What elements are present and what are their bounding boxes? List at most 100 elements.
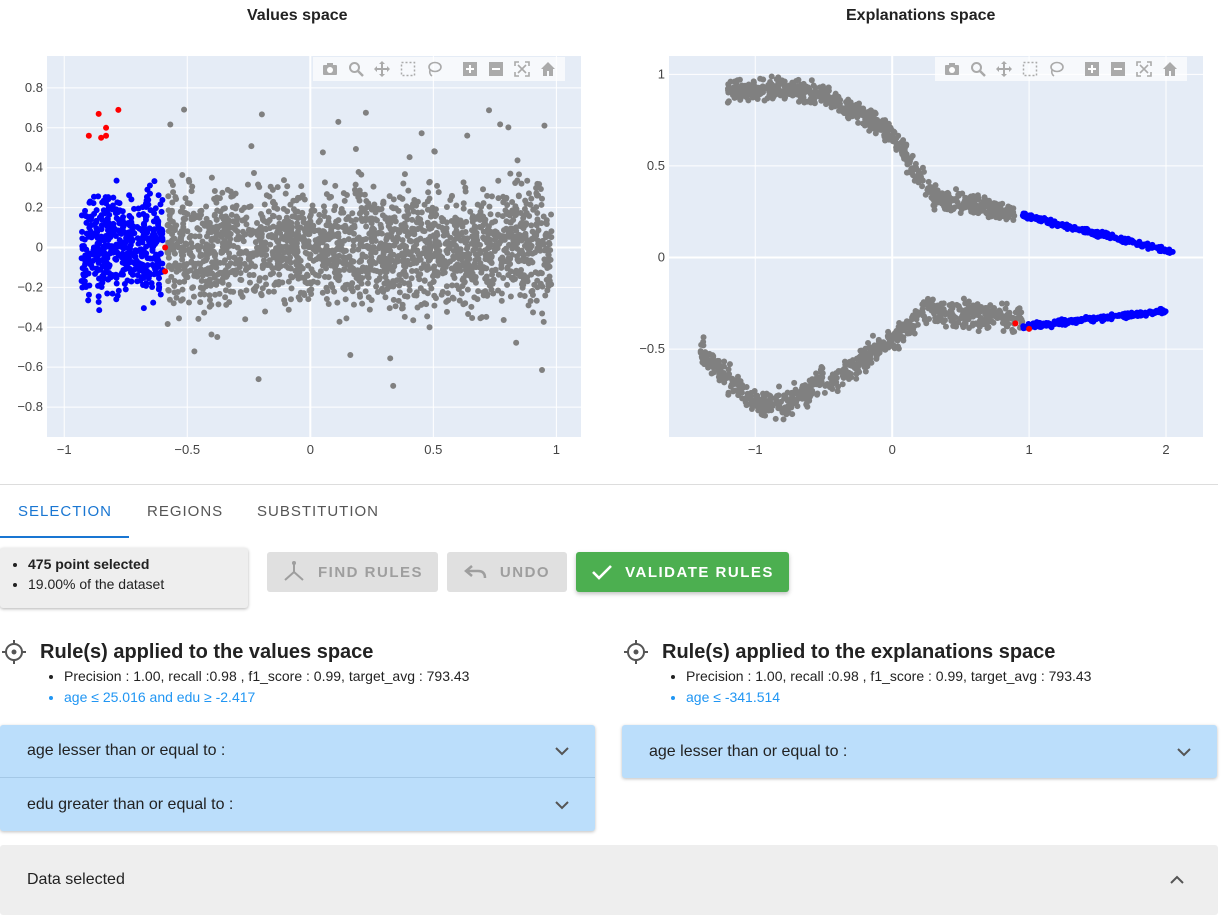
- scatter-point: [455, 286, 462, 293]
- zoom-icon[interactable]: [967, 58, 989, 80]
- values-rule-text[interactable]: age ≤ 25.016 and edu ≥ -2.417: [64, 689, 469, 705]
- lasso-select-icon[interactable]: [423, 58, 445, 80]
- home-icon[interactable]: [537, 58, 559, 80]
- scatter-point: [189, 285, 196, 292]
- scatter-point: [222, 225, 229, 232]
- scatter-point: [258, 292, 265, 299]
- explanations-scatter-plot[interactable]: −1 0 1 2 1 0.5 0 −0.5: [618, 40, 1218, 470]
- scatter-point: [199, 272, 206, 279]
- scatter-point: [481, 218, 488, 225]
- values-scatter-plot[interactable]: −1 −0.5 0 0.5 1 0.8 0.6 0.4 0.2 0 −0.2 −0.4 −0.6 −0.…: [0, 40, 600, 470]
- find-rules-button[interactable]: FIND RULES: [267, 552, 438, 592]
- accordion-edu-gte[interactable]: edu greater than or equal to :: [0, 778, 595, 831]
- camera-icon[interactable]: [319, 58, 341, 80]
- y-tick-label: 0.2: [25, 200, 43, 215]
- box-select-icon[interactable]: [397, 58, 419, 80]
- zoom-in-icon[interactable]: [459, 58, 481, 80]
- scatter-point: [164, 222, 171, 229]
- pan-icon[interactable]: [371, 58, 393, 80]
- accordion-age-lte[interactable]: age lesser than or equal to :: [622, 725, 1217, 778]
- scatter-point: [323, 284, 330, 291]
- scatter-point: [497, 121, 504, 128]
- scatter-point: [285, 264, 292, 271]
- scatter-point: [463, 218, 470, 225]
- scatter-point: [706, 359, 713, 366]
- camera-icon[interactable]: [941, 58, 963, 80]
- scatter-point: [219, 189, 226, 196]
- scatter-point: [431, 220, 438, 227]
- scatter-point: [359, 300, 366, 307]
- scatter-point: [998, 300, 1005, 307]
- scatter-point: [415, 273, 422, 280]
- scatter-point: [114, 292, 121, 299]
- validate-rules-button[interactable]: VALIDATE RULES: [576, 552, 789, 592]
- autoscale-icon[interactable]: [511, 58, 533, 80]
- scatter-point: [821, 389, 828, 396]
- zoom-icon[interactable]: [345, 58, 367, 80]
- scatter-point: [101, 275, 108, 282]
- tab-substitution[interactable]: SUBSTITUTION: [257, 503, 380, 520]
- values-rules-title: Rule(s) applied to the values space: [40, 640, 374, 663]
- scatter-point: [513, 224, 520, 231]
- accordion-age-lte[interactable]: age lesser than or equal to :: [0, 725, 595, 778]
- scatter-point: [112, 226, 119, 233]
- zoom-in-icon[interactable]: [1081, 58, 1103, 80]
- scatter-point: [435, 255, 442, 262]
- scatter-point: [1128, 310, 1135, 317]
- scatter-point: [340, 190, 347, 197]
- scatter-point: [871, 119, 878, 126]
- autoscale-icon[interactable]: [1133, 58, 1155, 80]
- pan-icon[interactable]: [993, 58, 1015, 80]
- scatter-point: [505, 271, 512, 278]
- scatter-point: [972, 307, 979, 314]
- scatter-point: [514, 157, 521, 164]
- scatter-point: [143, 250, 150, 257]
- scatter-point: [1011, 212, 1018, 219]
- scatter-point: [849, 357, 856, 364]
- scatter-point: [221, 238, 228, 245]
- scatter-point: [514, 177, 521, 184]
- scatter-point: [113, 256, 120, 263]
- scatter-point: [93, 207, 100, 214]
- zoom-out-icon[interactable]: [485, 58, 507, 80]
- scatter-point: [525, 302, 532, 309]
- scatter-point: [348, 217, 355, 224]
- scatter-point: [967, 200, 974, 207]
- scatter-point: [517, 223, 524, 230]
- plot-area[interactable]: [669, 56, 1203, 437]
- scatter-point: [414, 304, 421, 311]
- scatter-point: [364, 270, 371, 277]
- scatter-point: [215, 301, 222, 308]
- scatter-point: [416, 255, 423, 262]
- scatter-point: [396, 282, 403, 289]
- box-select-icon[interactable]: [1019, 58, 1041, 80]
- home-icon[interactable]: [1159, 58, 1181, 80]
- scatter-point: [915, 179, 922, 186]
- scatter-point: [362, 288, 369, 295]
- lasso-select-icon[interactable]: [1045, 58, 1067, 80]
- undo-button[interactable]: UNDO: [447, 552, 567, 592]
- scatter-point: [258, 231, 265, 238]
- scatter-point: [510, 239, 517, 246]
- scatter-point: [274, 205, 281, 212]
- scatter-point: [397, 277, 404, 284]
- values-rules-list: Precision : 1.00, recall :0.98 , f1_scor…: [42, 668, 469, 710]
- scatter-point: [508, 231, 515, 238]
- scatter-point: [799, 88, 806, 95]
- scatter-point: [331, 252, 338, 259]
- scatter-point: [538, 270, 545, 277]
- scatter-point: [294, 215, 301, 222]
- scatter-point: [123, 263, 130, 270]
- zoom-out-icon[interactable]: [1107, 58, 1129, 80]
- scatter-point: [725, 366, 732, 373]
- scatter-point: [748, 405, 755, 412]
- scatter-point: [891, 345, 898, 352]
- tab-regions[interactable]: REGIONS: [147, 503, 224, 520]
- scatter-point: [521, 232, 528, 239]
- tab-selection[interactable]: SELECTION: [18, 503, 113, 520]
- scatter-point: [860, 120, 867, 127]
- data-selected-panel[interactable]: Data selected: [0, 845, 1218, 915]
- scatter-point: [356, 258, 363, 265]
- explanations-rule-text[interactable]: age ≤ -341.514: [686, 689, 1091, 705]
- scatter-point: [260, 250, 267, 257]
